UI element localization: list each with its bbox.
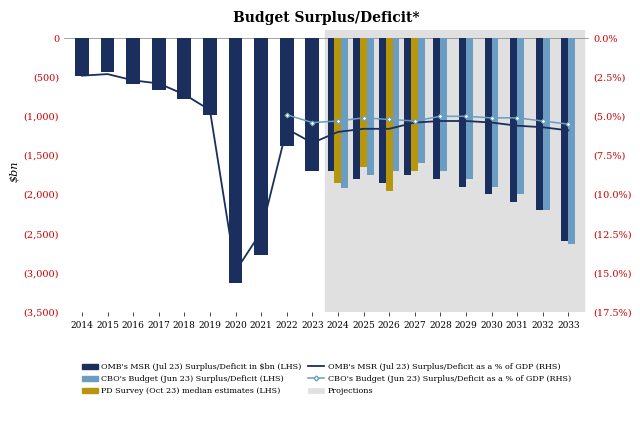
Bar [440,38,447,171]
Bar [75,38,89,76]
Bar [152,38,166,90]
Bar [386,38,392,191]
Bar [484,38,492,194]
Bar [379,38,386,183]
Bar [536,38,543,210]
Bar [404,38,412,175]
Y-axis label: $bn: $bn [10,160,19,182]
Bar [328,38,335,171]
Bar [228,38,243,283]
Bar [325,30,584,312]
Bar [568,38,575,244]
Bar [392,38,399,171]
Bar [305,38,319,171]
Bar [367,38,374,175]
Bar [466,38,473,179]
Bar [492,38,499,187]
Bar [561,38,568,241]
Title: Budget Surplus/Deficit*: Budget Surplus/Deficit* [233,11,420,25]
Bar [510,38,517,202]
Bar [360,38,367,167]
Bar [280,38,294,145]
Bar [418,38,425,163]
Bar [459,38,466,187]
Bar [517,38,524,194]
Legend: OMB's MSR (Jul 23) Surplus/Deficit in $bn (LHS), CBO's Budget (Jun 23) Surplus/D: OMB's MSR (Jul 23) Surplus/Deficit in $b… [79,361,573,397]
Bar [433,38,440,179]
Bar [254,38,268,255]
Bar [100,38,115,72]
Bar [177,38,191,99]
Bar [203,38,217,115]
Bar [412,38,418,171]
Bar [543,38,550,210]
Bar [335,38,341,183]
Bar [353,38,360,179]
Bar [341,38,348,188]
Bar [126,38,140,84]
